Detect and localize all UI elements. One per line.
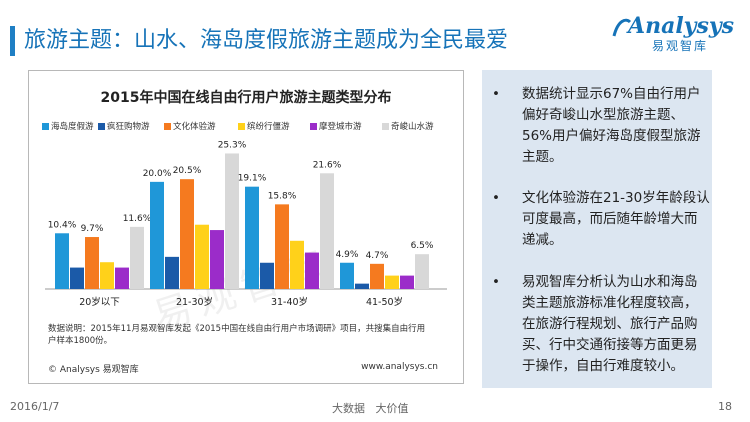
legend-item: 海岛度假游 xyxy=(42,121,94,133)
legend-swatch xyxy=(238,123,245,130)
data-label: 21.6% xyxy=(313,160,342,170)
page-number: 18 xyxy=(718,400,732,413)
data-label: 4.9% xyxy=(336,250,359,260)
legend-swatch xyxy=(164,123,171,130)
bar xyxy=(210,230,224,289)
bar xyxy=(100,262,114,289)
logo-swoosh-icon xyxy=(612,18,632,37)
chart-legend: 海岛度假游 疯狂购物游 文化体验游 缤纷行僵游 摩登城市游 奇峻山水游 xyxy=(42,121,462,135)
bar xyxy=(305,252,319,289)
bar xyxy=(245,186,259,289)
chart-panel: 易观智库 10.4% 9.7% 11.6% 20岁以下 20.0% 20.5% 25.3% 2… xyxy=(28,70,464,384)
footer-tagline: 大数据 大价值 xyxy=(332,402,409,415)
data-label: 6.5% xyxy=(411,241,434,251)
chart-title: 2015年中国在线自由行用户旅游主题类型分布 xyxy=(100,90,392,106)
bar xyxy=(150,181,164,289)
data-note: 数据说明：2015年11月易观智库发起《2015中国在线自由行用户市场调研》项目… xyxy=(48,324,426,346)
insight-text: 文化体验游在21-30岁年龄段认可度最高，而后随年龄增大而递减。 xyxy=(522,190,710,248)
bar xyxy=(165,256,179,289)
legend-item: 文化体验游 xyxy=(164,121,216,133)
data-label: 9.7% xyxy=(81,224,104,234)
legend-swatch xyxy=(98,123,105,130)
legend-label: 文化体验游 xyxy=(173,122,216,132)
bar xyxy=(225,153,239,289)
legend-label: 海岛度假游 xyxy=(51,122,94,132)
bar xyxy=(400,275,414,289)
legend-item: 疯狂购物游 xyxy=(98,121,150,133)
bar xyxy=(415,254,429,289)
legend-label: 奇峻山水游 xyxy=(391,122,434,132)
logo-wordmark: Analysys xyxy=(628,13,735,39)
data-label: 20.5% xyxy=(173,166,202,176)
data-label: 20.0% xyxy=(143,169,172,179)
legend-label: 疯狂购物游 xyxy=(107,122,150,132)
data-label: 15.8% xyxy=(268,191,297,201)
legend-item: 缤纷行僵游 xyxy=(238,121,290,133)
analysys-logo: Analysys 易观智库 xyxy=(612,14,742,60)
bar xyxy=(290,240,304,289)
logo-subtitle: 易观智库 xyxy=(652,39,709,53)
legend-item: 摩登城市游 xyxy=(310,121,362,133)
chart-footer-copyright: © Analysys 易观智库 xyxy=(48,365,139,375)
insight-text: 易观智库分析认为山水和海岛类主题旅游标准化程度较高，在旅游行程规划、旅行产品购买… xyxy=(522,274,698,374)
x-tick-label: 21-30岁 xyxy=(176,296,213,308)
bar xyxy=(355,283,369,289)
x-tick-label: 41-50岁 xyxy=(366,296,403,308)
legend-swatch xyxy=(42,123,49,130)
bar xyxy=(85,237,99,289)
bar xyxy=(260,262,274,289)
data-label: 10.4% xyxy=(48,220,77,230)
bar xyxy=(195,224,209,289)
bar xyxy=(55,233,69,289)
page-title: 旅游主题：山水、海岛度假旅游主题成为全民最爱 xyxy=(24,28,509,53)
bullet-icon: • xyxy=(492,86,500,102)
bar xyxy=(70,267,84,289)
bar xyxy=(275,204,289,289)
footer-date: 2016/1/7 xyxy=(10,400,60,413)
bullet-icon: • xyxy=(492,190,500,206)
legend-item: 奇峻山水游 xyxy=(382,121,434,133)
x-tick-label: 20岁以下 xyxy=(79,296,120,308)
bar xyxy=(340,262,354,289)
bar xyxy=(320,173,334,289)
legend-label: 缤纷行僵游 xyxy=(247,122,290,132)
data-label: 4.7% xyxy=(366,251,389,261)
bar-chart: 10.4% 9.7% 11.6% 20岁以下 20.0% 20.5% 25.3% 21-30岁… xyxy=(45,140,447,308)
insights-panel: • 数据统计显示67%自由行用户偏好奇峻山水型旅游主题、56%用户偏好海岛度假型… xyxy=(482,70,712,388)
data-label: 25.3% xyxy=(218,140,247,150)
bar xyxy=(180,179,194,289)
insight-text: 数据统计显示67%自由行用户偏好奇峻山水型旅游主题、56%用户偏好海岛度假型旅游… xyxy=(522,86,701,165)
chart-footer-website: www.analysys.cn xyxy=(361,362,438,372)
data-label: 11.6% xyxy=(123,214,152,224)
x-tick-label: 31-40岁 xyxy=(271,296,308,308)
legend-swatch xyxy=(382,123,389,130)
data-label: 19.1% xyxy=(238,174,267,184)
bar xyxy=(385,275,399,289)
bar xyxy=(130,226,144,289)
bar xyxy=(115,267,129,289)
legend-swatch xyxy=(310,123,317,130)
bullet-icon: • xyxy=(492,274,500,290)
legend-label: 摩登城市游 xyxy=(319,122,362,132)
bar xyxy=(370,263,384,289)
title-accent-bar xyxy=(10,26,15,56)
